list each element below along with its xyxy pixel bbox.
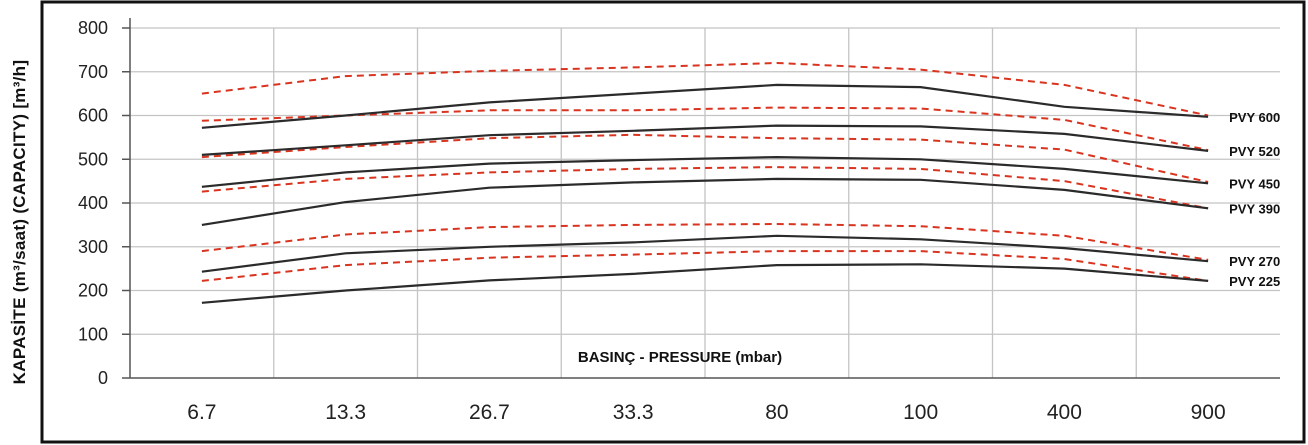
series-label: PVY 225	[1229, 274, 1280, 289]
axes: 0 100 200 300 400 500 600 700 800 6.7 13.3 26.7 33.3…	[78, 18, 1280, 424]
y-tick-label: 800	[78, 18, 108, 38]
x-tick-label: 13.3	[325, 401, 366, 424]
x-tick-label: 33.3	[613, 401, 654, 424]
series-lower-band-line	[201, 250, 1209, 282]
series-label: PVY 270	[1229, 254, 1280, 269]
series-line	[201, 234, 1209, 273]
series-upper-band-line	[201, 166, 1209, 210]
x-tick-label: 6.7	[187, 401, 216, 424]
series-upper-band-line	[201, 61, 1209, 117]
series-group	[201, 61, 1209, 304]
series-line	[201, 177, 1209, 226]
y-tick-label: 700	[78, 62, 108, 82]
series-line	[201, 124, 1209, 156]
x-tick-label: 100	[903, 401, 938, 424]
x-tick-label: 26.7	[469, 401, 510, 424]
series-upper-band-line	[201, 133, 1209, 183]
x-tick-label: 900	[1191, 401, 1226, 424]
series-label: PVY 520	[1229, 144, 1280, 159]
series-line	[201, 263, 1209, 304]
series-label: PVY 600	[1229, 110, 1280, 125]
y-tick-label: 500	[78, 149, 108, 169]
series-label: PVY 450	[1229, 176, 1280, 191]
series-labels: PVY 600 PVY 520 PVY 450 PVY 390 PVY 270 PVY 2…	[1229, 110, 1280, 289]
x-tick-label: 400	[1047, 401, 1082, 424]
y-tick-label: 100	[78, 324, 108, 344]
y-tick-label: 300	[78, 237, 108, 257]
series-line	[201, 155, 1209, 188]
y-tick-label: 600	[78, 106, 108, 126]
y-tick-label: 400	[78, 193, 108, 213]
y-tick-label: 200	[78, 281, 108, 301]
y-tick-label: 0	[98, 368, 108, 388]
x-axis-label: BASINÇ - PRESSURE (mbar)	[578, 349, 782, 366]
series-line	[201, 83, 1209, 129]
x-tick-label: 80	[765, 401, 788, 424]
series-upper-band-line	[201, 222, 1209, 261]
chart-border	[40, 0, 1306, 444]
series-label: PVY 390	[1229, 201, 1280, 216]
